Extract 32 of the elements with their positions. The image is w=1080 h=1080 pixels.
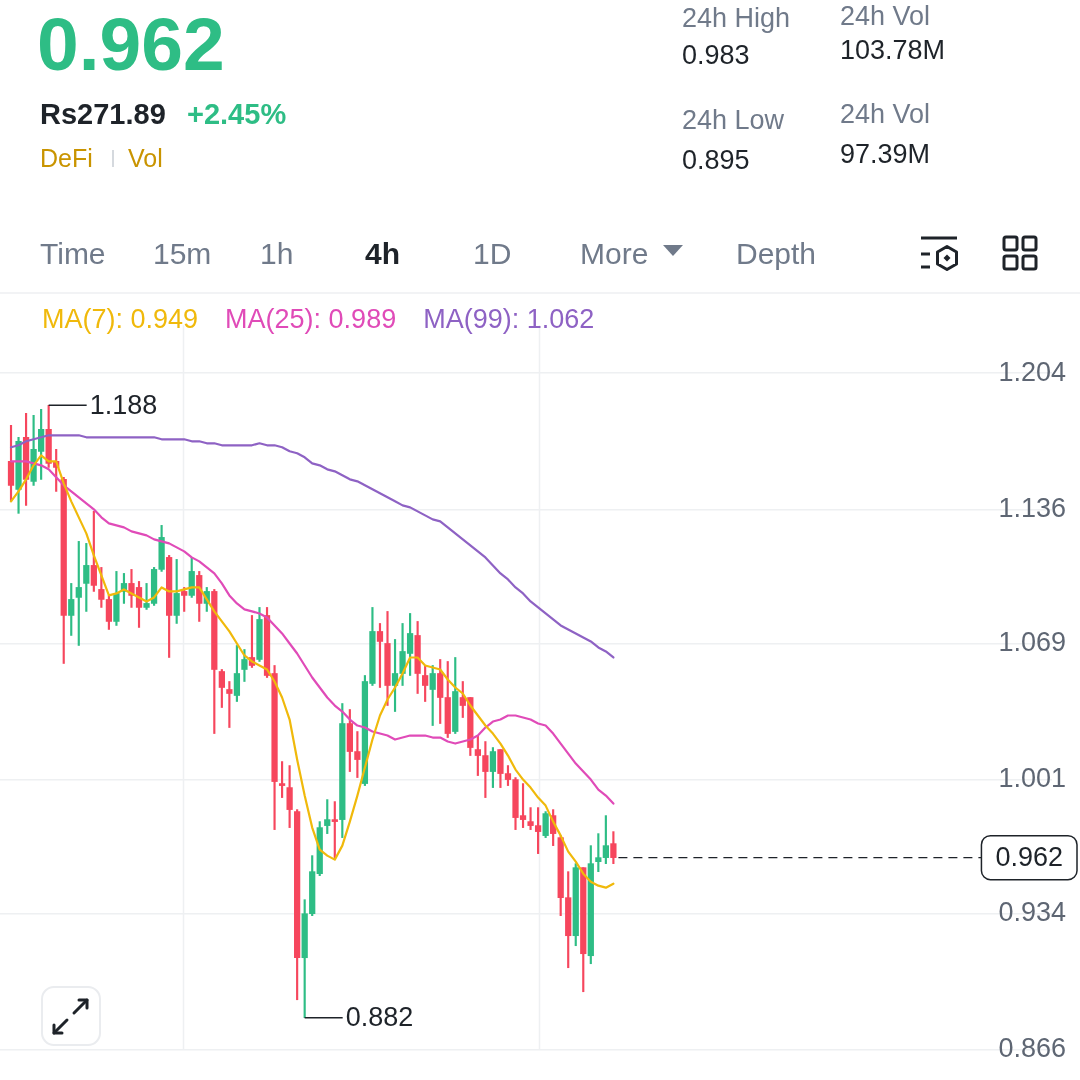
y-tick-label: 1.204 (998, 356, 1066, 387)
text: MA(99): 1.062 (423, 304, 595, 336)
text: 0.895 (682, 145, 750, 177)
text: 15m (153, 236, 212, 272)
text: 97.39M (840, 139, 931, 171)
text: 1D (473, 236, 512, 272)
text: Vol (128, 143, 163, 173)
annotation: 1.188 (89, 389, 158, 420)
text: More (580, 236, 649, 272)
text: Time (40, 236, 106, 272)
text: 24h Vol (840, 99, 931, 131)
text: 24h Low (682, 105, 785, 137)
text: +2.45% (187, 98, 287, 132)
text: 4h (365, 236, 401, 272)
ref-line-label: 0.962 (995, 842, 1064, 873)
y-tick-label: 1.069 (998, 626, 1066, 657)
y-tick-label: 0.934 (998, 897, 1066, 928)
annotation: 0.882 (345, 1002, 414, 1033)
chart-title: 0.962 (37, 0, 225, 88)
text: 24h High (682, 3, 791, 35)
text: Depth (736, 236, 817, 272)
chart-subtitle: Rs271.89 (40, 98, 166, 132)
y-tick-label: 1.136 (998, 492, 1066, 523)
text: MA(25): 0.989 (225, 304, 397, 336)
text: 0.983 (682, 40, 750, 72)
y-tick-label: 0.866 (998, 1033, 1066, 1064)
text: 103.78M (840, 35, 946, 67)
y-tick-label: 1.001 (998, 763, 1066, 794)
text: 24h Vol (840, 1, 931, 33)
text: 1h (260, 236, 294, 272)
text: MA(7): 0.949 (42, 304, 199, 336)
text: DeFi (40, 143, 93, 173)
